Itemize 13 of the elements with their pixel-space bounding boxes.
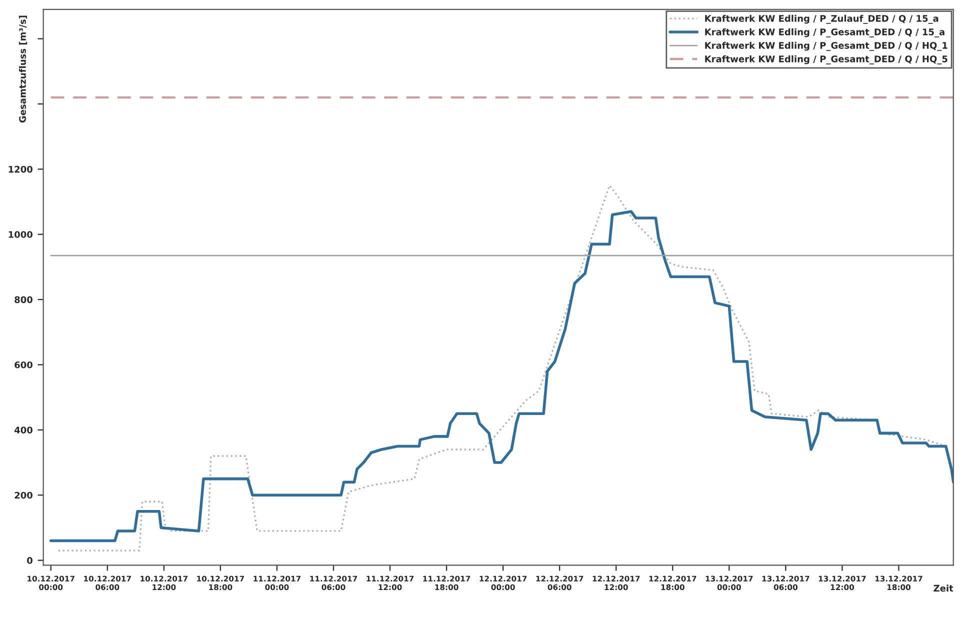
y-tick-label: 1000 bbox=[8, 231, 32, 238]
y-axis-title: Gesamtzufluss [m³/s] bbox=[18, 16, 27, 123]
legend-label: Kraftwerk KW Edling / P_Gesamt_DED / Q / 15_a bbox=[705, 28, 944, 38]
y-tick-label: 400 bbox=[14, 426, 32, 434]
x-axis-title: Zeit bbox=[934, 584, 954, 592]
y-tick-label: 1200 bbox=[8, 166, 32, 173]
y-tick-label: 0 bbox=[27, 557, 32, 564]
y-tick-label: 200 bbox=[14, 492, 32, 499]
legend-label: Kraftwerk KW Edling / P_Zulauf_DED / Q / 15_a bbox=[705, 14, 938, 24]
y-tick-label: 800 bbox=[14, 296, 32, 304]
y-tick-label: 600 bbox=[14, 361, 32, 368]
legend-label: Kraftwerk KW Edling / P_Gesamt_DED / Q / HQ_5 bbox=[705, 55, 948, 64]
legend-label: Kraftwerk KW Edling / P_Gesamt_DED / Q / HQ_1 bbox=[705, 42, 948, 51]
